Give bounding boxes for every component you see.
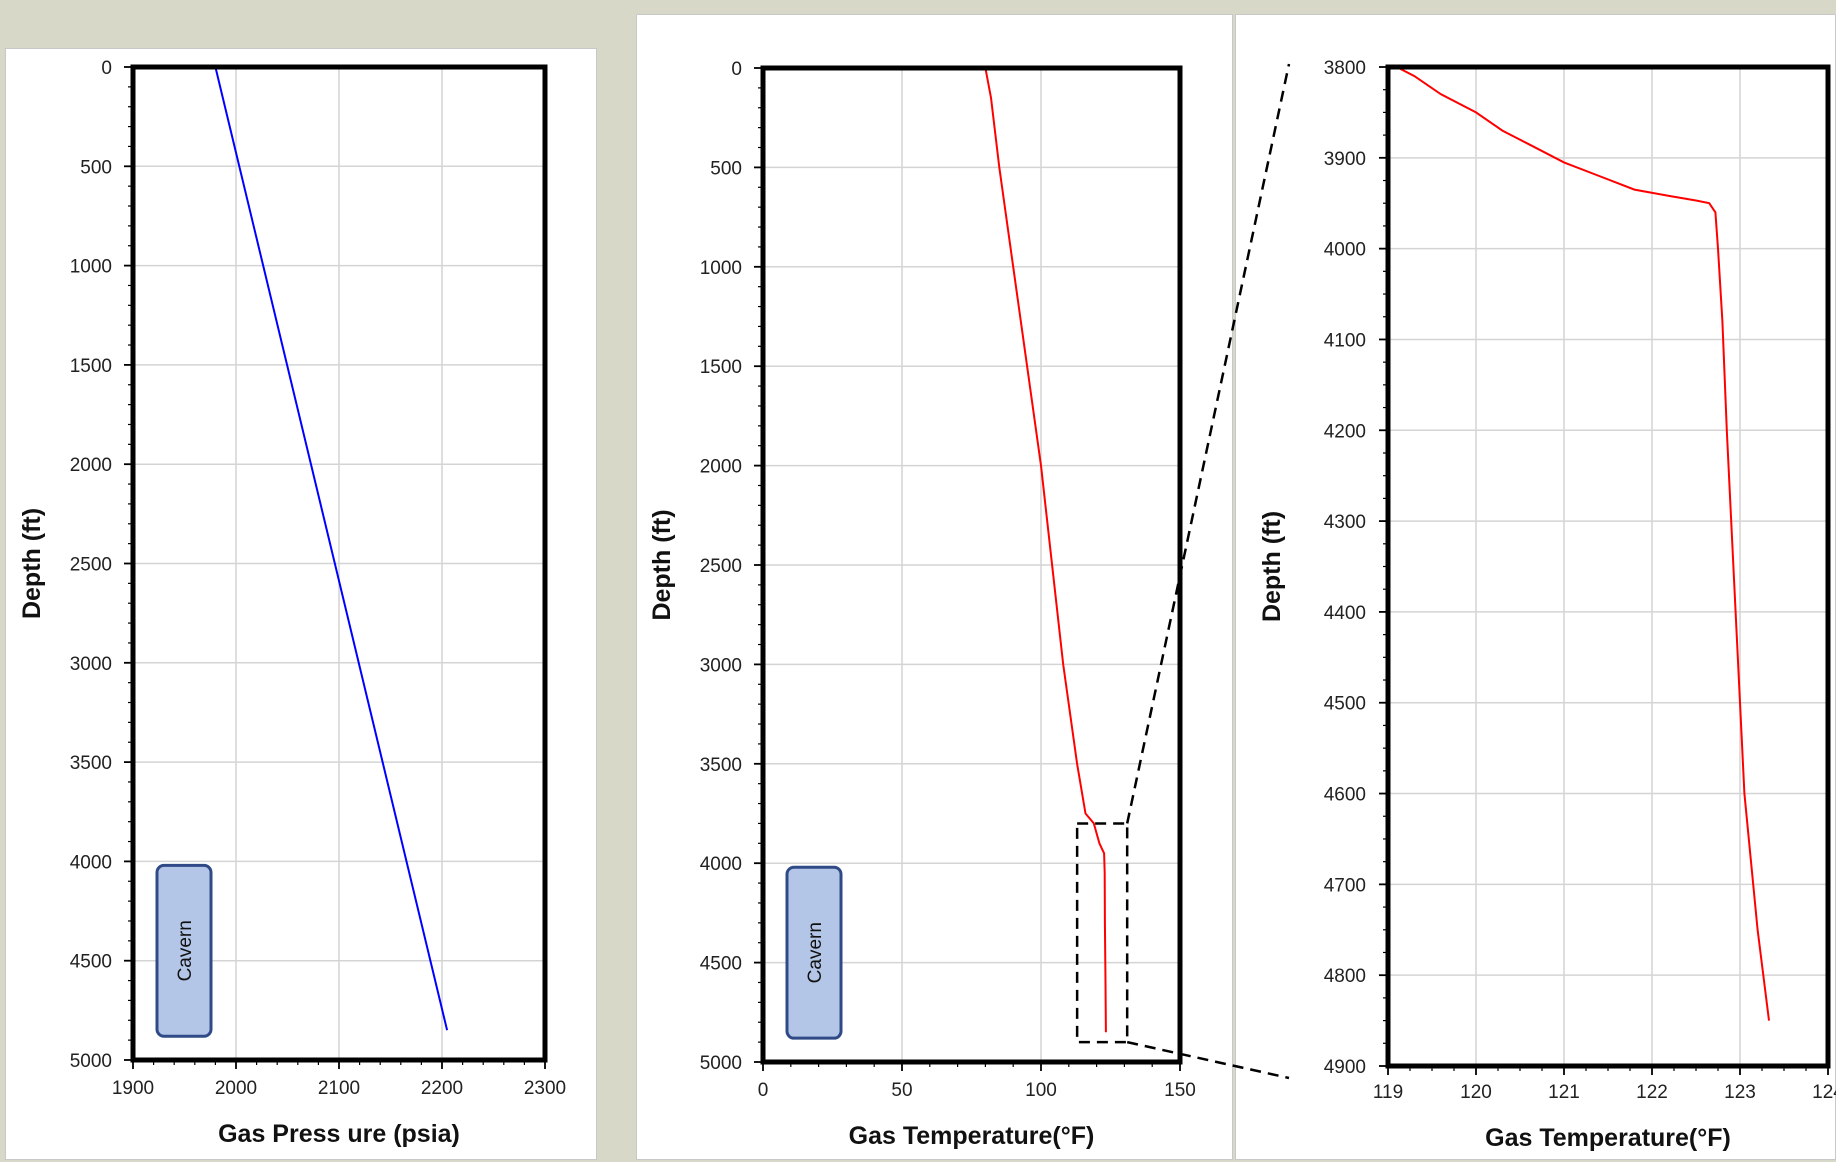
temperature-series-line — [984, 67, 1107, 1033]
temperature-y-tick-label: 500 — [710, 158, 742, 179]
pressure-y-tick-label: 2500 — [70, 555, 112, 576]
temperature-y-tick-label: 1500 — [700, 357, 742, 378]
pressure-y-tick-label: 500 — [80, 157, 112, 178]
temperature-y-tick-label: 4000 — [700, 854, 742, 875]
zoom-x-tick-label: 120 — [1460, 1082, 1492, 1103]
temperature-y-tick-label: 2500 — [700, 556, 742, 577]
zoom-y-tick-label: 4500 — [1324, 694, 1366, 715]
pressure-panel — [5, 48, 597, 1160]
pressure-y-tick-label: 0 — [101, 58, 112, 79]
zoom-y-tick-label: 3800 — [1324, 58, 1366, 79]
temperature-x-tick-label: 50 — [891, 1080, 912, 1101]
zoom-y-tick-label: 4200 — [1324, 421, 1366, 442]
zoom-chart-x-axis-title: Gas Temperature(°F) — [1485, 1124, 1731, 1152]
temperature-y-tick-label: 3500 — [700, 755, 742, 776]
temperature-y-tick-label: 0 — [731, 59, 742, 80]
temperature-chart-tick-marks — [754, 67, 1181, 1071]
zoom-chart-tick-marks — [1379, 66, 1829, 1075]
temperature-chart-cavern: Cavern — [785, 865, 843, 1040]
zoom-region-box — [1075, 822, 1129, 1044]
temperature-cavern-label: Cavern — [805, 922, 826, 983]
temperature-x-tick-label: 100 — [1025, 1080, 1057, 1101]
zoom-y-tick-label: 4600 — [1324, 785, 1366, 806]
pressure-y-tick-label: 3500 — [70, 753, 112, 774]
temperature-y-tick-label: 1000 — [700, 258, 742, 279]
temperature-y-tick-label: 2000 — [700, 457, 742, 478]
temperature-cavern-box — [785, 865, 843, 1040]
temperature-y-tick-label: 3000 — [700, 655, 742, 676]
zoom-y-tick-label: 4400 — [1324, 603, 1366, 624]
pressure-chart-x-axis-title: Gas Press ure (psia) — [218, 1120, 460, 1148]
pressure-chart-tick-labels: 1900 2000 2100 2200 2300 0 500 1000 1500 2000 2500… — [70, 58, 566, 1099]
zoom-connector-top — [1125, 63, 1291, 824]
zoom-chart-gridlines — [1387, 66, 1829, 1067]
zoom-x-tick-label: 122 — [1636, 1082, 1668, 1103]
pressure-series-line — [214, 66, 449, 1031]
pressure-x-tick-label: 2000 — [215, 1078, 257, 1099]
zoom-chart-y-axis-title: Depth (ft) — [1258, 511, 1286, 622]
temperature-y-tick-label: 4500 — [700, 954, 742, 975]
pressure-y-tick-label: 3000 — [70, 654, 112, 675]
pressure-y-tick-label: 1500 — [70, 356, 112, 377]
pressure-chart-tick-marks — [124, 66, 546, 1069]
zoom-x-tick-label: 124 — [1812, 1082, 1836, 1103]
zoom-y-tick-label: 4800 — [1324, 966, 1366, 987]
pressure-y-tick-label: 1000 — [70, 257, 112, 278]
pressure-cavern-label: Cavern — [175, 920, 196, 981]
zoom-y-tick-label: 4700 — [1324, 875, 1366, 896]
zoom-y-tick-label: 3900 — [1324, 149, 1366, 170]
temperature-chart-tick-labels: 0 50 100 1500500100015002000250030003500400… — [700, 59, 1196, 1101]
zoom-x-tick-label: 121 — [1548, 1082, 1580, 1103]
zoom-connector — [1075, 63, 1291, 1080]
pressure-chart-y-axis-title: Depth (ft) — [18, 508, 46, 619]
pressure-chart-cavern: Cavern — [155, 863, 213, 1038]
zoom-chart-series — [1396, 66, 1770, 1021]
zoom-y-tick-label: 4000 — [1324, 240, 1366, 261]
zoom-chart-frame — [1385, 64, 1831, 1069]
pressure-x-tick-label: 1900 — [112, 1078, 154, 1099]
zoom-series-line — [1396, 66, 1770, 1021]
zoom-y-tick-label: 4300 — [1324, 512, 1366, 533]
temperature-y-tick-label: 5000 — [700, 1053, 742, 1074]
pressure-x-tick-label: 2200 — [421, 1078, 463, 1099]
pressure-x-tick-label: 2300 — [524, 1078, 566, 1099]
pressure-y-tick-label: 4500 — [70, 952, 112, 973]
zoom-chart-tick-labels: 119 120 121 122 123 124 3800 3900 4000 4100 4200 43… — [1324, 58, 1836, 1103]
temperature-chart-series — [984, 67, 1107, 1033]
pressure-x-tick-label: 2100 — [318, 1078, 360, 1099]
zoom-connector-bottom — [1126, 1040, 1290, 1080]
pressure-chart-series — [214, 66, 449, 1031]
pressure-y-tick-label: 4000 — [70, 852, 112, 873]
zoom-x-tick-label: 119 — [1373, 1082, 1403, 1103]
pressure-y-tick-label: 5000 — [70, 1051, 112, 1072]
pressure-y-tick-label: 2000 — [70, 455, 112, 476]
pressure-cavern-box — [155, 863, 213, 1038]
temperature-x-tick-label: 0 — [758, 1080, 769, 1101]
temperature-x-tick-label: 150 — [1164, 1080, 1196, 1101]
zoom-y-tick-label: 4900 — [1324, 1057, 1366, 1078]
zoom-panel — [1235, 14, 1836, 1160]
temperature-chart-y-axis-title: Depth (ft) — [648, 509, 676, 620]
temperature-chart-x-axis-title: Gas Temperature(°F) — [849, 1122, 1095, 1150]
zoom-y-tick-label: 4100 — [1324, 330, 1366, 351]
zoom-x-tick-label: 123 — [1724, 1082, 1756, 1103]
temperature-panel — [636, 14, 1233, 1160]
